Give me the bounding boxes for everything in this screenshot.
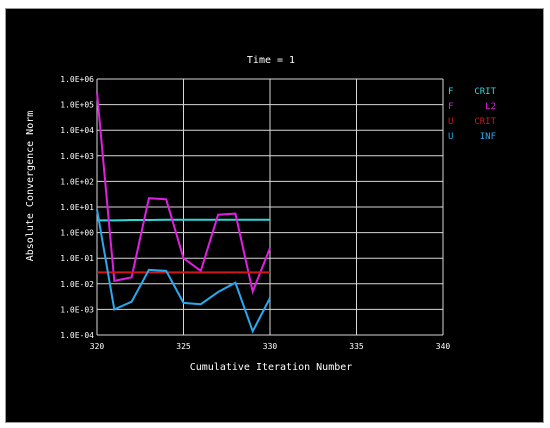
x-tick-label: 330 — [263, 342, 278, 351]
series-line-u-inf — [96, 209, 271, 334]
y-tick-label: 1.0E-01 — [60, 254, 94, 263]
series-line-f-l2 — [96, 92, 271, 295]
y-tick-label: 1.0E+05 — [60, 101, 94, 110]
y-tick-label: 1.0E-02 — [60, 280, 94, 289]
y-tick-labels: 1.0E-04 1.0E-03 1.0E-02 1.0E-01 1.0E+00 1.0E+… — [60, 75, 94, 340]
legend-label-f-crit-left: F — [448, 87, 453, 97]
chart-panel: Time = 1 1.0E-04 1.0E-03 1.0E-02 1.0E-01 1.0… — [5, 8, 544, 423]
legend-label-f-crit-right: CRIT — [474, 87, 496, 97]
convergence-chart: Time = 1 1.0E-041.0E-031.0E-021.0E-011.0… — [25, 55, 497, 373]
x-tick-label: 340 — [436, 342, 451, 351]
series-lines — [96, 92, 271, 334]
x-tick-label: 325 — [176, 342, 191, 351]
legend: F CRIT F L2 U CRIT U INF — [448, 87, 497, 142]
y-tick-label: 1.0E+00 — [60, 229, 94, 238]
y-tick-label: 1.0E+04 — [60, 126, 94, 135]
y-tick-label: 1.0E+01 — [60, 203, 94, 212]
y-tick-label: 1.0E-04 — [60, 331, 94, 340]
legend-label-u-crit-right: CRIT — [474, 117, 496, 127]
x-tick-label: 335 — [349, 342, 364, 351]
chart-title: Time = 1 — [247, 55, 295, 66]
x-tick-labels: 320 325 330 335 340 — [90, 342, 451, 351]
legend-label-u-inf-left: U — [448, 132, 453, 142]
y-axis-label: Absolute Convergence Norm — [25, 111, 36, 262]
y-tick-label: 1.0E+06 — [60, 75, 94, 84]
y-tick-label: 1.0E-03 — [60, 305, 94, 314]
x-axis-label: Cumulative Iteration Number — [190, 362, 353, 373]
legend-label-u-crit-left: U — [448, 117, 453, 127]
y-tick-label: 1.0E+03 — [60, 152, 94, 161]
y-tick-label: 1.0E+02 — [60, 177, 94, 186]
x-tick-label: 320 — [90, 342, 105, 351]
legend-label-f-l2-right: L2 — [485, 102, 496, 112]
grid — [96, 78, 444, 336]
legend-label-u-inf-right: INF — [480, 132, 496, 142]
legend-label-f-l2-left: F — [448, 102, 453, 112]
series-line-f-crit — [97, 218, 270, 222]
